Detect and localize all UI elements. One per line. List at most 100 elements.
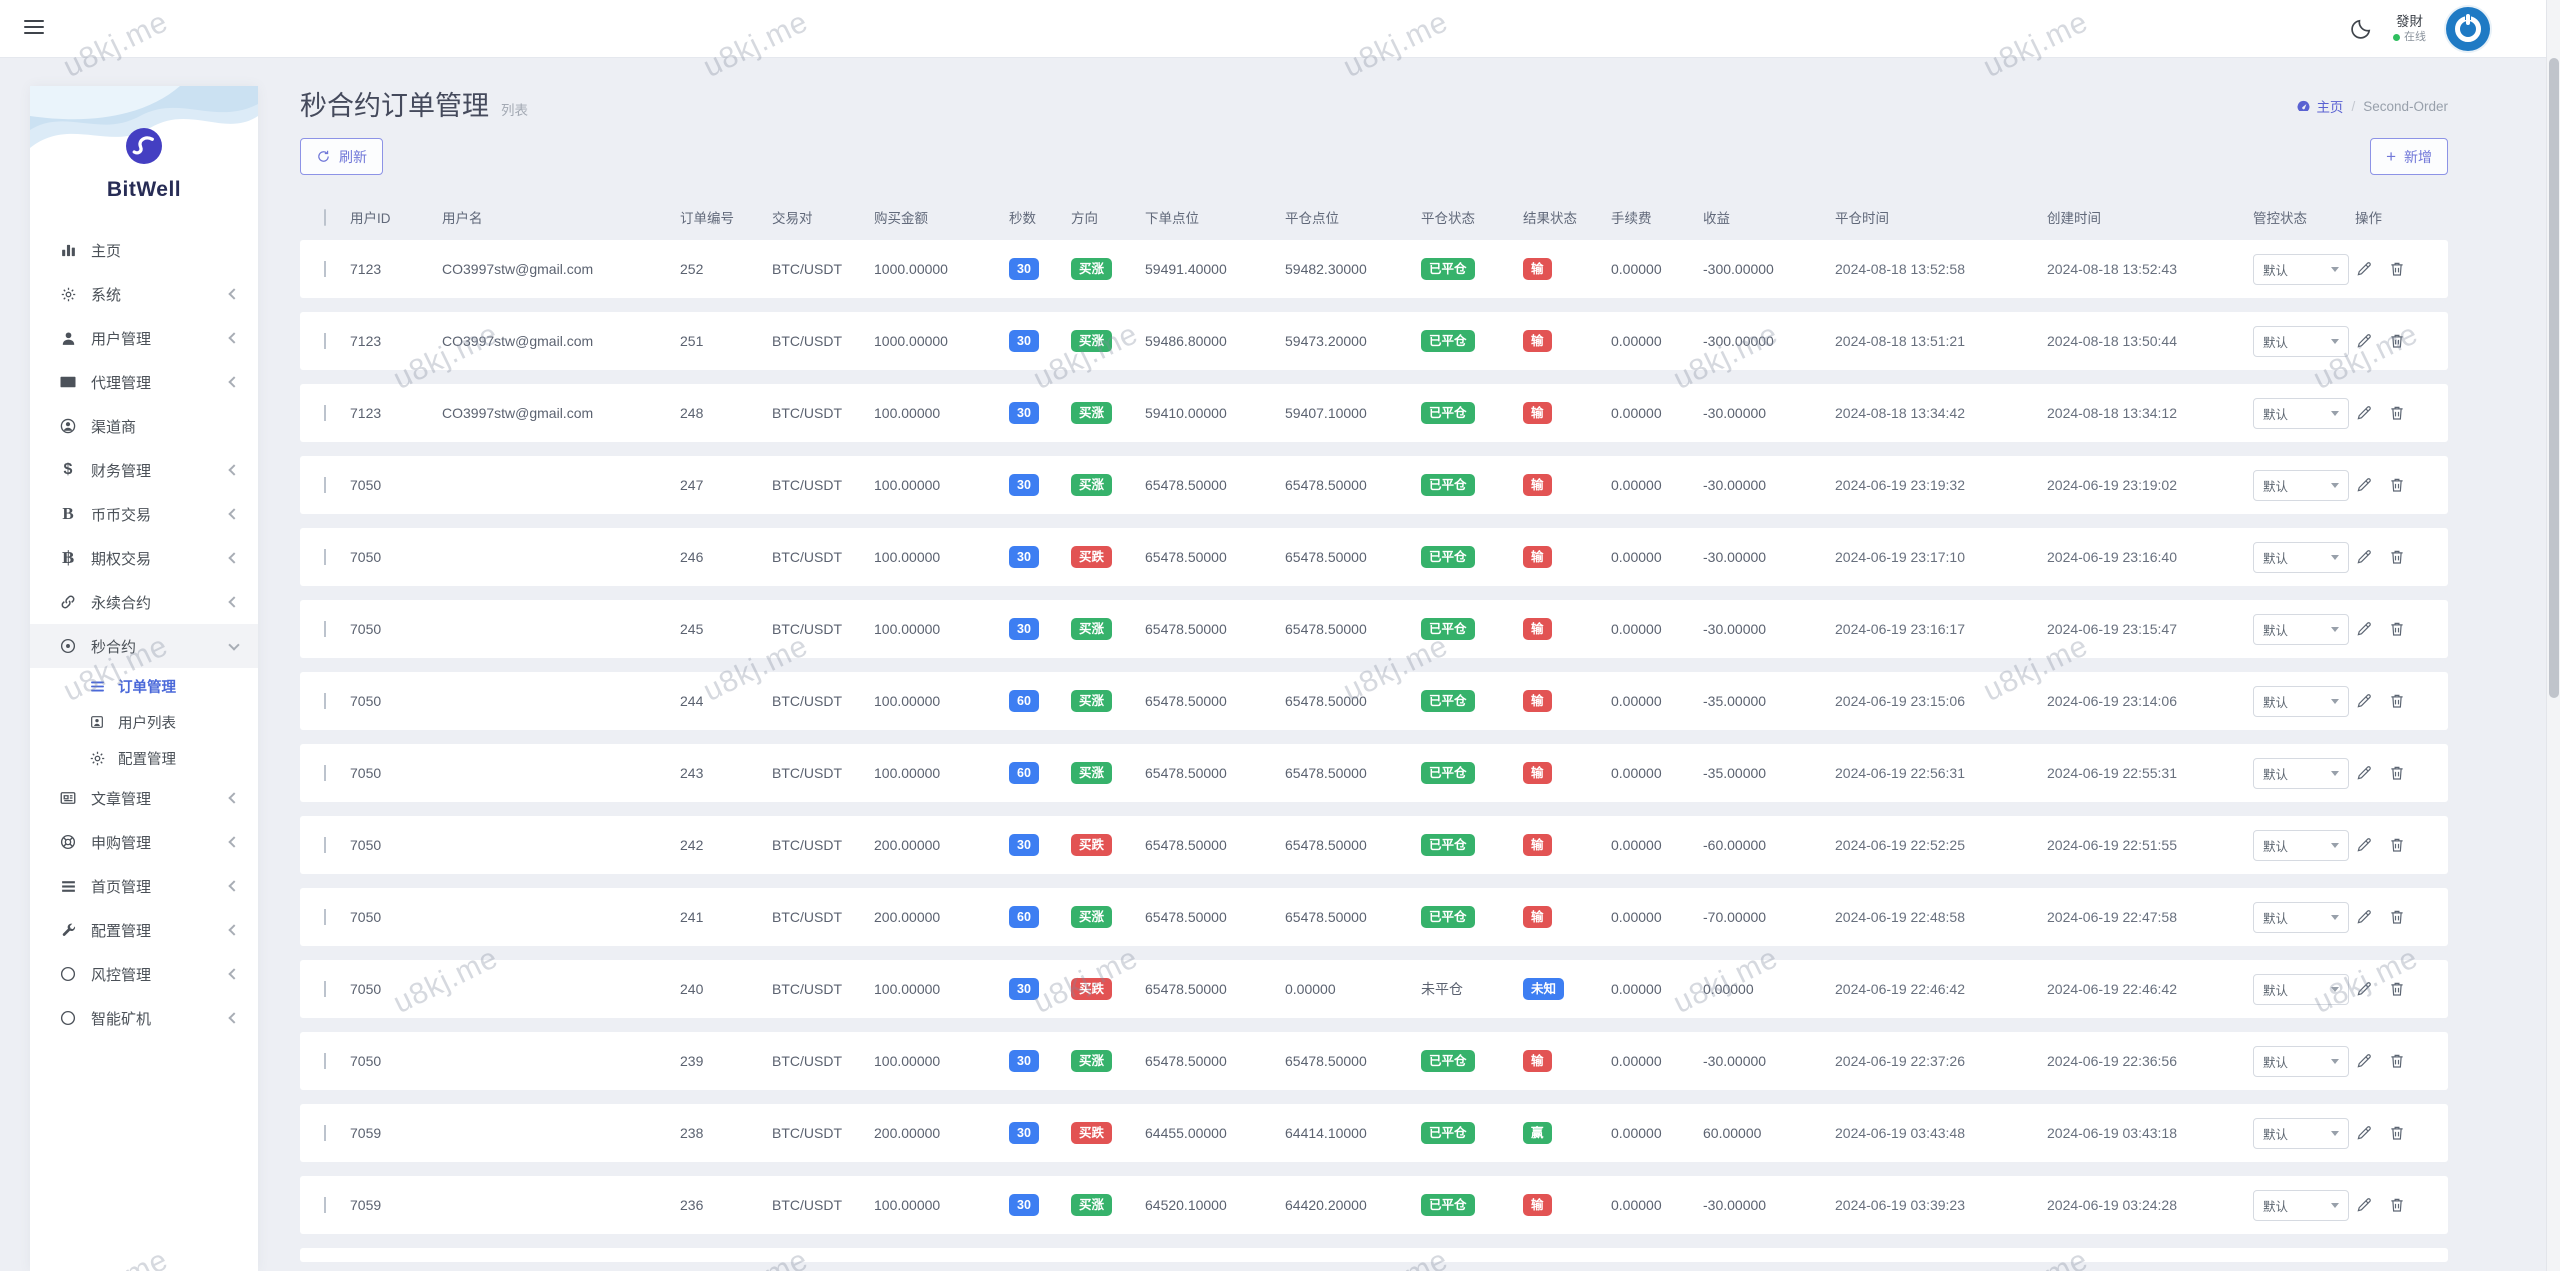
control-status-select[interactable]: 默认 (2253, 758, 2349, 789)
delete-icon[interactable] (2388, 620, 2406, 638)
control-status-select[interactable]: 默认 (2253, 326, 2349, 357)
cell-user-id: 7050 (344, 981, 436, 997)
delete-icon[interactable] (2388, 692, 2406, 710)
id-card-icon (58, 373, 78, 391)
row-checkbox[interactable] (324, 837, 326, 853)
user-circle-icon (58, 417, 78, 435)
edit-icon[interactable] (2355, 692, 2373, 710)
edit-icon[interactable] (2355, 620, 2373, 638)
cell-pair: BTC/USDT (766, 765, 868, 781)
delete-icon[interactable] (2388, 332, 2406, 350)
control-status-select[interactable]: 默认 (2253, 470, 2349, 501)
cell-create-time: 2024-06-19 22:47:58 (2041, 909, 2247, 925)
edit-icon[interactable] (2355, 548, 2373, 566)
refresh-button[interactable]: 刷新 (300, 138, 383, 175)
cell-fee: 0.00000 (1605, 909, 1697, 925)
row-checkbox[interactable] (324, 909, 326, 925)
cell-order-no: 242 (674, 837, 766, 853)
sidebar-item-channel[interactable]: 渠道商 (30, 404, 258, 448)
row-checkbox[interactable] (324, 981, 326, 997)
edit-icon[interactable] (2355, 260, 2373, 278)
delete-icon[interactable] (2388, 260, 2406, 278)
control-status-select[interactable]: 默认 (2253, 614, 2349, 645)
control-status-select[interactable]: 默认 (2253, 1190, 2349, 1221)
sidebar-item-spot-trade[interactable]: B币币交易 (30, 492, 258, 536)
moon-icon[interactable] (2349, 17, 2373, 41)
sidebar-item-options[interactable]: ฿期权交易 (30, 536, 258, 580)
cell-amount: 100.00000 (868, 765, 1003, 781)
delete-icon[interactable] (2388, 1124, 2406, 1142)
control-status-select[interactable]: 默认 (2253, 830, 2349, 861)
delete-icon[interactable] (2388, 1196, 2406, 1214)
edit-icon[interactable] (2355, 764, 2373, 782)
row-checkbox[interactable] (324, 549, 326, 565)
sidebar-subitem-user-list[interactable]: 用户列表 (30, 704, 258, 740)
table-header: 用户ID用户名订单编号交易对购买金额秒数方向下单点位平仓点位平仓状态结果状态手续… (300, 196, 2448, 238)
delete-icon[interactable] (2388, 836, 2406, 854)
delete-icon[interactable] (2388, 1052, 2406, 1070)
edit-icon[interactable] (2355, 1196, 2373, 1214)
row-checkbox[interactable] (324, 1125, 326, 1141)
cell-user-id: 7050 (344, 765, 436, 781)
row-checkbox[interactable] (324, 333, 326, 349)
sidebar-item-risk[interactable]: 风控管理 (30, 952, 258, 996)
row-checkbox[interactable] (324, 765, 326, 781)
sidebar-item-agents[interactable]: 代理管理 (30, 360, 258, 404)
sidebar-item-articles[interactable]: 文章管理 (30, 776, 258, 820)
sidebar-subitem-config[interactable]: 配置管理 (30, 740, 258, 776)
direction-badge: 买跌 (1071, 1122, 1112, 1145)
row-checkbox[interactable] (324, 621, 326, 637)
edit-icon[interactable] (2355, 404, 2373, 422)
row-checkbox[interactable] (324, 693, 326, 709)
edit-icon[interactable] (2355, 1124, 2373, 1142)
edit-icon[interactable] (2355, 836, 2373, 854)
sidebar-item-users[interactable]: 用户管理 (30, 316, 258, 360)
control-status-select[interactable]: 默认 (2253, 686, 2349, 717)
edit-icon[interactable] (2355, 332, 2373, 350)
delete-icon[interactable] (2388, 404, 2406, 422)
delete-icon[interactable] (2388, 908, 2406, 926)
scrollbar-thumb[interactable] (2549, 58, 2559, 698)
control-status-select[interactable]: 默认 (2253, 542, 2349, 573)
row-checkbox[interactable] (324, 1053, 326, 1069)
delete-icon[interactable] (2388, 764, 2406, 782)
delete-icon[interactable] (2388, 548, 2406, 566)
control-status-select[interactable]: 默认 (2253, 1118, 2349, 1149)
add-button[interactable]: + 新增 (2370, 138, 2448, 175)
sidebar-item-perpetual[interactable]: 永续合约 (30, 580, 258, 624)
control-status-select[interactable]: 默认 (2253, 254, 2349, 285)
row-checkbox[interactable] (324, 477, 326, 493)
delete-icon[interactable] (2388, 980, 2406, 998)
control-status-select[interactable]: 默认 (2253, 398, 2349, 429)
seconds-badge: 30 (1009, 546, 1039, 569)
sidebar-item-finance[interactable]: $财务管理 (30, 448, 258, 492)
cell-pair: BTC/USDT (766, 333, 868, 349)
row-checkbox[interactable] (324, 261, 326, 277)
edit-icon[interactable] (2355, 908, 2373, 926)
lifebuoy-icon (58, 833, 78, 851)
row-checkbox[interactable] (324, 1197, 326, 1213)
avatar[interactable] (2446, 7, 2490, 51)
sidebar-subitem-order-manage[interactable]: 订单管理 (30, 668, 258, 704)
sidebar-item-subscribe[interactable]: 申购管理 (30, 820, 258, 864)
sidebar-header: BitWell (30, 86, 258, 226)
control-status-select[interactable]: 默认 (2253, 974, 2349, 1005)
hamburger-icon[interactable] (24, 20, 44, 36)
delete-icon[interactable] (2388, 476, 2406, 494)
sidebar-item-system[interactable]: 系统 (30, 272, 258, 316)
cell-seconds: 30 (1003, 474, 1065, 497)
select-all-checkbox[interactable] (324, 209, 326, 226)
sidebar-item-settings[interactable]: 配置管理 (30, 908, 258, 952)
sidebar-item-seconds[interactable]: 秒合约 (30, 624, 258, 668)
sidebar-item-miner[interactable]: 智能矿机 (30, 996, 258, 1040)
sidebar-item-homepage[interactable]: 首页管理 (30, 864, 258, 908)
breadcrumb-home[interactable]: 主页 (2296, 96, 2343, 116)
edit-icon[interactable] (2355, 980, 2373, 998)
control-status-select[interactable]: 默认 (2253, 1046, 2349, 1077)
edit-icon[interactable] (2355, 1052, 2373, 1070)
edit-icon[interactable] (2355, 476, 2373, 494)
row-checkbox[interactable] (324, 405, 326, 421)
sidebar-item-home[interactable]: 主页 (30, 228, 258, 272)
cell-control: 默认 (2247, 398, 2349, 429)
control-status-select[interactable]: 默认 (2253, 902, 2349, 933)
